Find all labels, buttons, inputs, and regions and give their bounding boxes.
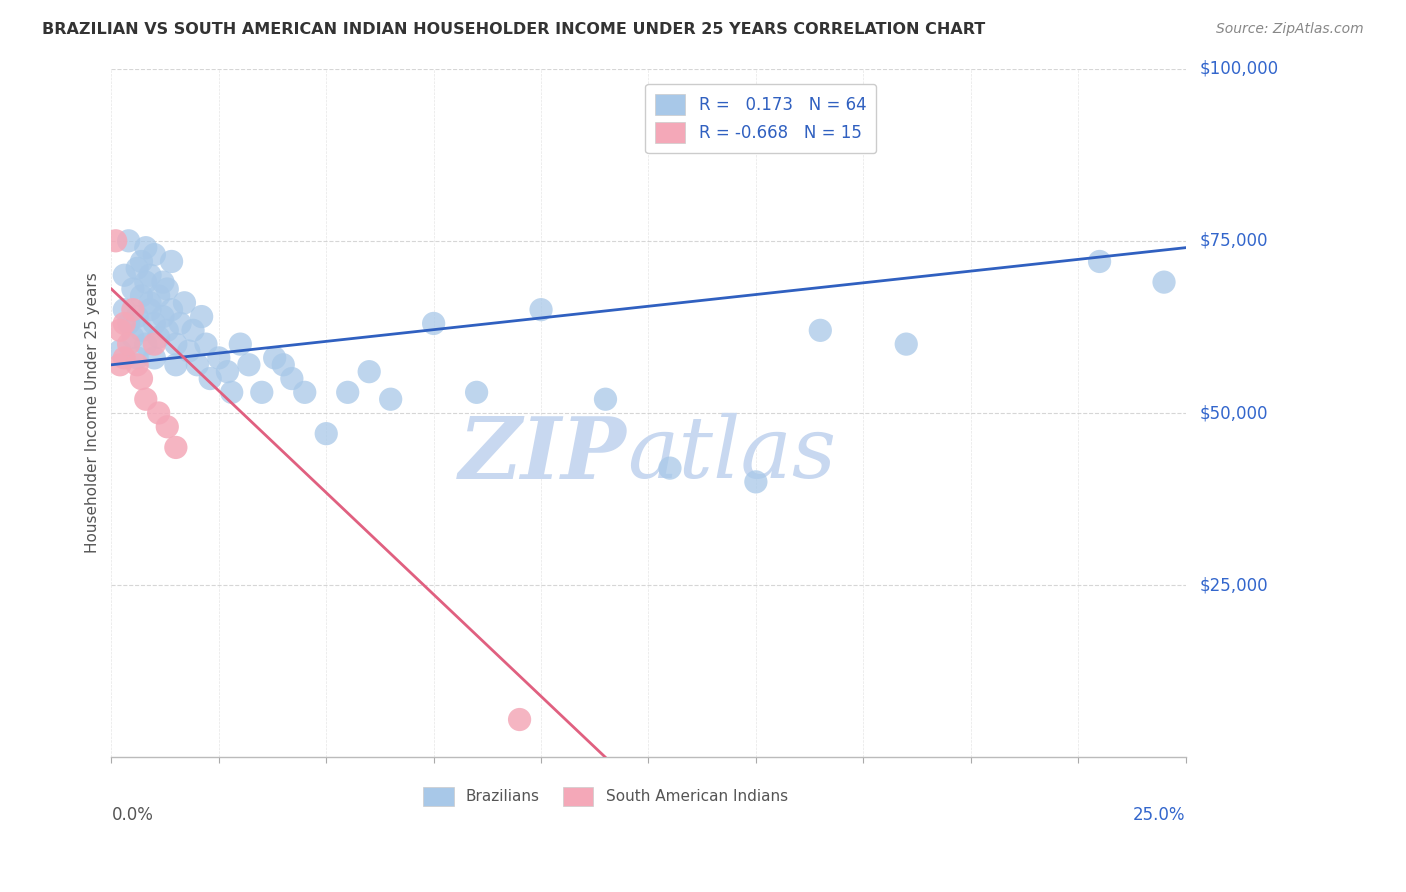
Point bbox=[530, 302, 553, 317]
Point bbox=[127, 351, 149, 365]
Point bbox=[221, 385, 243, 400]
Point bbox=[131, 371, 153, 385]
Point bbox=[263, 351, 285, 365]
Point bbox=[148, 330, 170, 344]
Point bbox=[177, 344, 200, 359]
Point bbox=[135, 337, 157, 351]
Point bbox=[359, 365, 381, 379]
Point bbox=[135, 392, 157, 407]
Legend: Brazilians, South American Indians: Brazilians, South American Indians bbox=[418, 780, 794, 812]
Text: $75,000: $75,000 bbox=[1199, 232, 1268, 250]
Point bbox=[658, 461, 681, 475]
Point bbox=[112, 302, 135, 317]
Point bbox=[595, 392, 617, 407]
Point bbox=[143, 337, 166, 351]
Point bbox=[156, 282, 179, 296]
Text: $100,000: $100,000 bbox=[1199, 60, 1278, 78]
Point bbox=[380, 392, 402, 407]
Point bbox=[156, 419, 179, 434]
Point bbox=[108, 323, 131, 337]
Point bbox=[422, 317, 444, 331]
Point bbox=[165, 337, 187, 351]
Point bbox=[112, 268, 135, 283]
Point bbox=[117, 234, 139, 248]
Text: $25,000: $25,000 bbox=[1199, 576, 1268, 594]
Point bbox=[122, 302, 145, 317]
Point bbox=[108, 358, 131, 372]
Point bbox=[217, 365, 239, 379]
Point bbox=[336, 385, 359, 400]
Point bbox=[808, 323, 831, 337]
Point bbox=[117, 317, 139, 331]
Point bbox=[315, 426, 337, 441]
Point bbox=[127, 310, 149, 324]
Point bbox=[160, 302, 183, 317]
Point bbox=[169, 317, 191, 331]
Point bbox=[896, 337, 918, 351]
Text: ZIP: ZIP bbox=[460, 413, 627, 496]
Point bbox=[294, 385, 316, 400]
Point bbox=[208, 351, 231, 365]
Point bbox=[509, 713, 531, 727]
Point bbox=[108, 344, 131, 359]
Point bbox=[281, 371, 304, 385]
Point bbox=[181, 323, 204, 337]
Point bbox=[104, 234, 127, 248]
Point bbox=[127, 261, 149, 276]
Point bbox=[148, 289, 170, 303]
Point bbox=[190, 310, 212, 324]
Point bbox=[271, 358, 294, 372]
Point bbox=[122, 282, 145, 296]
Point bbox=[200, 371, 222, 385]
Text: 0.0%: 0.0% bbox=[111, 805, 153, 823]
Point bbox=[165, 441, 187, 455]
Point bbox=[745, 475, 768, 489]
Point bbox=[122, 330, 145, 344]
Text: atlas: atlas bbox=[627, 413, 837, 496]
Point bbox=[465, 385, 488, 400]
Point bbox=[112, 317, 135, 331]
Text: Source: ZipAtlas.com: Source: ZipAtlas.com bbox=[1216, 22, 1364, 37]
Point bbox=[194, 337, 217, 351]
Point bbox=[229, 337, 252, 351]
Point bbox=[131, 289, 153, 303]
Point bbox=[135, 275, 157, 289]
Point bbox=[165, 358, 187, 372]
Point bbox=[173, 295, 195, 310]
Point bbox=[131, 254, 153, 268]
Point bbox=[1088, 254, 1111, 268]
Point bbox=[139, 302, 162, 317]
Point bbox=[131, 323, 153, 337]
Point bbox=[117, 337, 139, 351]
Point bbox=[186, 358, 208, 372]
Point bbox=[152, 275, 174, 289]
Point bbox=[127, 358, 149, 372]
Point bbox=[250, 385, 273, 400]
Point bbox=[238, 358, 260, 372]
Text: 25.0%: 25.0% bbox=[1133, 805, 1185, 823]
Point bbox=[152, 310, 174, 324]
Point bbox=[135, 241, 157, 255]
Point bbox=[1153, 275, 1175, 289]
Point bbox=[160, 254, 183, 268]
Point bbox=[148, 406, 170, 420]
Text: $50,000: $50,000 bbox=[1199, 404, 1268, 422]
Point bbox=[143, 351, 166, 365]
Point bbox=[112, 351, 135, 365]
Point bbox=[156, 323, 179, 337]
Point bbox=[143, 247, 166, 261]
Point bbox=[139, 268, 162, 283]
Text: BRAZILIAN VS SOUTH AMERICAN INDIAN HOUSEHOLDER INCOME UNDER 25 YEARS CORRELATION: BRAZILIAN VS SOUTH AMERICAN INDIAN HOUSE… bbox=[42, 22, 986, 37]
Y-axis label: Householder Income Under 25 years: Householder Income Under 25 years bbox=[86, 273, 100, 553]
Point bbox=[139, 295, 162, 310]
Point bbox=[143, 317, 166, 331]
